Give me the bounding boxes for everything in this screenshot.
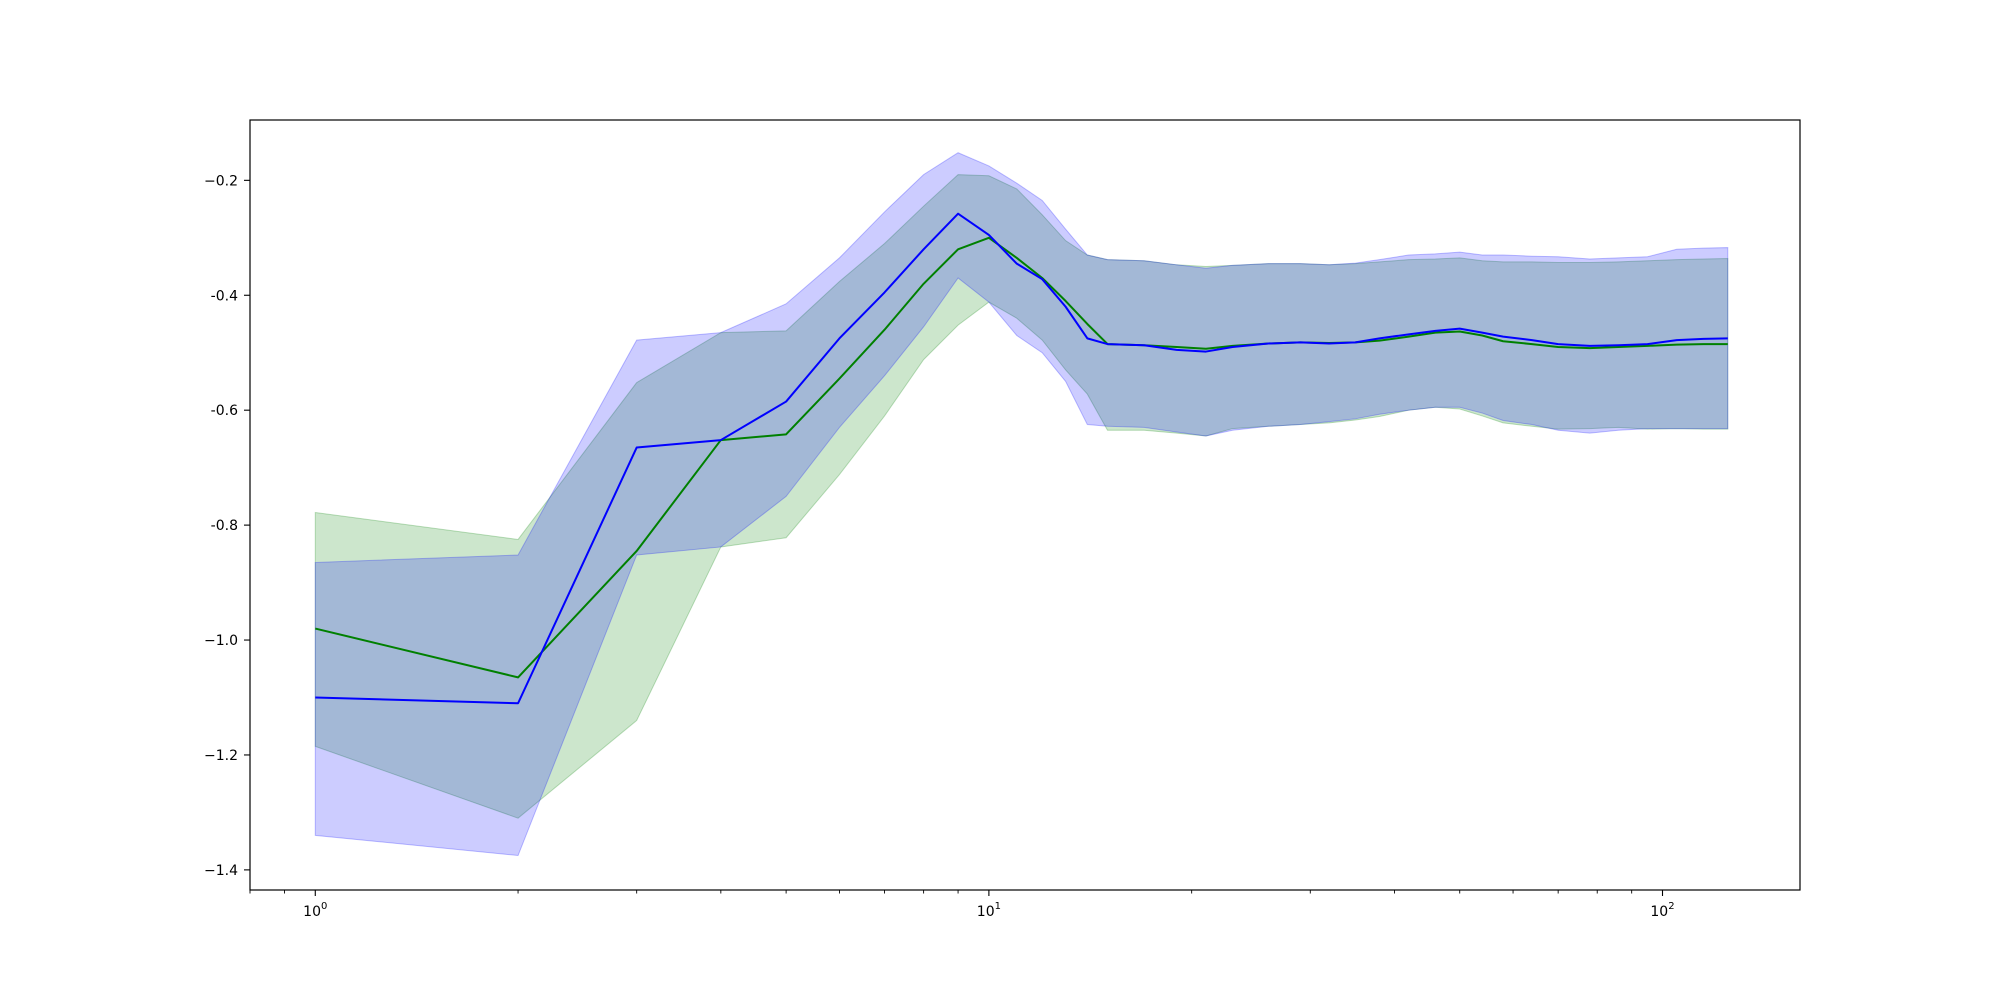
band-series-1 bbox=[314, 174, 1729, 819]
x-tick-label: 100 bbox=[303, 901, 327, 920]
band-series-2 bbox=[314, 152, 1729, 857]
line-series-2 bbox=[315, 212, 1728, 705]
confidence-bands bbox=[314, 152, 1729, 857]
series-lines bbox=[315, 212, 1728, 705]
x-tick-label: 101 bbox=[977, 901, 1001, 920]
y-tick-label: -0.8 bbox=[211, 518, 238, 534]
y-tick-label: −1.0 bbox=[204, 633, 238, 649]
y-tick-label: -0.4 bbox=[211, 288, 238, 304]
y-tick-label: −1.4 bbox=[204, 863, 238, 879]
y-tick-label: −0.2 bbox=[204, 173, 238, 189]
x-axis: 100 101 102 bbox=[249, 890, 1675, 920]
y-axis: −0.2 -0.4 -0.6 -0.8 −1.0 −1.2 −1.4 bbox=[204, 173, 250, 879]
plot-area-frame bbox=[249, 119, 1801, 891]
line-series-1 bbox=[315, 236, 1728, 679]
y-tick-label: -0.6 bbox=[211, 403, 238, 419]
y-tick-label: −1.2 bbox=[204, 748, 238, 764]
x-tick-label: 102 bbox=[1650, 901, 1674, 920]
